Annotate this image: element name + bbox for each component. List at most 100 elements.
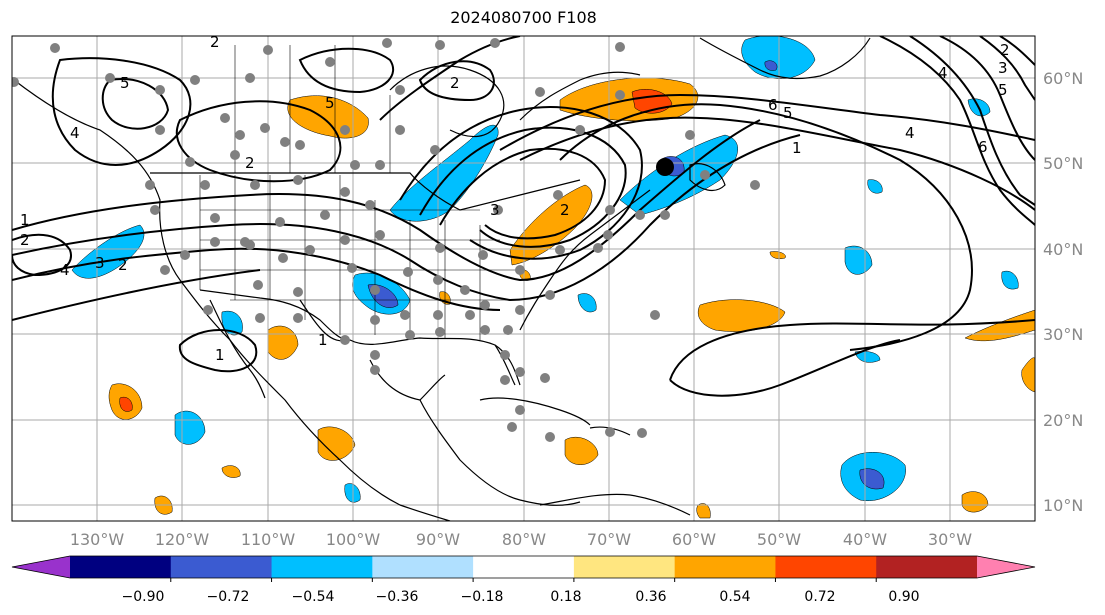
contour-east-5	[999, 36, 1035, 66]
orange-blob-small-4	[769, 251, 786, 259]
us-mexico-border	[199, 289, 349, 341]
plot-frame	[11, 35, 1036, 522]
yucatan	[369, 359, 446, 401]
colorbar-extension-low	[12, 556, 70, 578]
contour-label: 2	[210, 33, 220, 51]
lat-label: 60°N	[1043, 69, 1083, 88]
contour-label: 4	[938, 64, 948, 82]
latitude-labels: 60°N 50°N 40°N 30°N 20°N 10°N	[1043, 69, 1083, 515]
contour-label: 1	[792, 139, 802, 157]
purple-dot-greenland	[764, 60, 778, 71]
contour-east-1	[879, 36, 1035, 226]
hudson-bay	[389, 65, 505, 138]
contour-label: 2	[1000, 41, 1010, 59]
lat-label: 40°N	[1043, 240, 1083, 259]
red-core-pacific-south	[119, 396, 133, 412]
colorbar-segment	[473, 556, 575, 578]
orange-band-northeast	[509, 184, 593, 266]
blue-blob-baja	[221, 310, 243, 336]
contour-label: 4	[60, 261, 70, 279]
colorbar-segment	[674, 556, 776, 578]
contour-label: 1	[20, 211, 30, 229]
map-title: 2024080700 F108	[450, 8, 597, 27]
darker-blue-mid-atlantic	[859, 468, 885, 490]
contour-trough-3	[439, 147, 607, 240]
contour-label: 3	[490, 201, 500, 219]
labrador-coast	[519, 71, 641, 121]
contour-label: 1	[318, 331, 328, 349]
contour-label: 1	[215, 346, 225, 364]
contour-trough-2	[419, 126, 627, 248]
contour-label: 4	[70, 124, 80, 142]
blue-blob-small-4	[1001, 270, 1019, 290]
contour-label: 2	[20, 231, 30, 249]
contour-label: 3	[998, 59, 1008, 77]
lat-label: 20°N	[1043, 411, 1083, 430]
contour-trough-1	[399, 106, 643, 260]
colorbar-tick-label: −0.18	[461, 589, 504, 605]
blue-blob-small-1	[344, 483, 361, 503]
colorbar-tick-label: 0.36	[635, 589, 666, 605]
contour-mexico-loop	[178, 329, 258, 373]
blue-blob-small-5	[867, 179, 883, 194]
greenland	[699, 37, 871, 80]
contour-label: 5	[998, 81, 1008, 99]
coastlines	[13, 37, 871, 521]
contour-ridge-north	[499, 93, 1035, 151]
contour-west-jet-1	[12, 119, 761, 282]
contour-label-group: 2 5 4 2 2 5 1 2 4 3 2 1 1 6 5 4 1 6 3 5 …	[20, 33, 1010, 364]
colorbar-tick-label: −0.54	[292, 589, 335, 605]
colorbar-tick-label: 0.72	[804, 589, 835, 605]
orange-blob-caribbean	[564, 436, 599, 465]
contour-west-jet-4	[12, 269, 261, 321]
lon-label: 70°W	[587, 530, 631, 549]
contour-canada-high	[298, 47, 395, 94]
lon-label: 90°W	[416, 530, 460, 549]
lon-label: 100°W	[326, 530, 381, 549]
contour-label: 5	[783, 104, 793, 122]
contour-west-low	[51, 57, 192, 166]
contour-west-jet-3	[12, 247, 501, 311]
shaded-fields	[71, 36, 1035, 519]
blue-blob-greenland	[741, 36, 816, 79]
graticule	[12, 36, 1035, 521]
contour-label: 2	[560, 201, 570, 219]
lon-label: 40°W	[843, 530, 887, 549]
colorbar-tick-label: −0.90	[122, 589, 165, 605]
contour-west-jet-2	[12, 134, 801, 302]
station-markers	[12, 38, 760, 442]
contour-east-4	[979, 36, 1035, 101]
contour-atlantic-big	[559, 103, 973, 351]
contour-pacific-hi	[12, 233, 72, 277]
colorbar-segment	[271, 556, 373, 578]
lon-label: 60°W	[672, 530, 716, 549]
colorbar-segment	[70, 556, 172, 578]
lon-label: 120°W	[155, 530, 210, 549]
contour-label: 5	[120, 74, 130, 92]
blue-band-great-lakes	[389, 124, 499, 222]
orange-blob-small-2	[221, 465, 241, 478]
colorbar-segment	[775, 556, 877, 578]
us-canada-border	[150, 172, 581, 211]
colorbar-tick-label: 0.54	[719, 589, 750, 605]
lat-label: 30°N	[1043, 325, 1083, 344]
contour-east-2	[909, 36, 1035, 206]
colorbar-extension-high	[977, 556, 1035, 578]
contour-ridge-north-2	[519, 116, 1035, 211]
lon-label: 50°W	[757, 530, 801, 549]
orange-blob-central-america	[317, 426, 356, 461]
orange-blob-far-east	[964, 309, 1035, 342]
orange-blob-small-3	[696, 503, 711, 519]
contour-canada-low	[418, 60, 495, 102]
colorbar-tick-label: −0.72	[207, 589, 250, 605]
colorbar-tick-label: 0.90	[888, 589, 919, 605]
contour-label: 5	[325, 94, 335, 112]
colorbar-segment	[876, 556, 978, 578]
lon-label: 30°W	[928, 530, 972, 549]
colorbar	[11, 555, 1036, 582]
lon-label: 110°W	[241, 530, 296, 549]
colorbar-tick-label: −0.36	[376, 589, 419, 605]
blue-blob-pacific	[71, 224, 145, 279]
lon-label: 130°W	[70, 530, 125, 549]
